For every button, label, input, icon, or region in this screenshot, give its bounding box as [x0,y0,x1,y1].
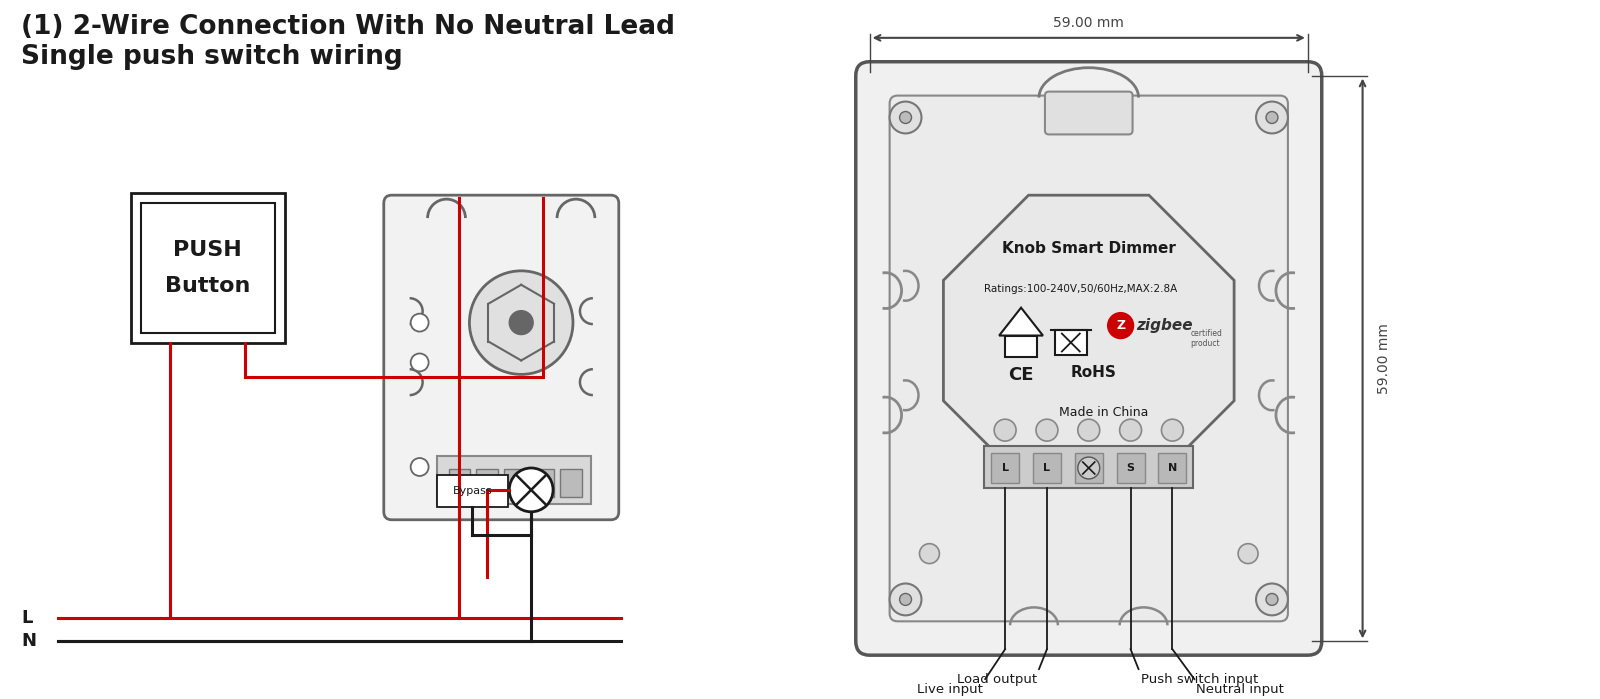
Text: Live input: Live input [917,683,984,696]
Circle shape [1078,457,1099,479]
Text: PUSH: PUSH [173,240,242,260]
Bar [437,475,509,507]
Circle shape [1035,419,1058,441]
Bar [990,453,1019,483]
Circle shape [469,271,573,375]
Bar [533,469,554,497]
Text: Knob Smart Dimmer: Knob Smart Dimmer [1002,241,1176,257]
Circle shape [920,544,939,563]
Circle shape [509,310,533,335]
Bar [141,203,275,333]
Circle shape [509,468,554,512]
Circle shape [994,419,1016,441]
Circle shape [411,314,429,331]
Text: certified
product: certified product [1190,329,1222,348]
Text: N: N [21,632,37,650]
Text: S: S [1126,463,1134,473]
FancyBboxPatch shape [890,96,1288,621]
Bar [1117,453,1144,483]
FancyBboxPatch shape [1045,92,1133,134]
Bar [504,469,526,497]
Bar [984,446,1194,488]
Circle shape [890,101,922,134]
Text: Made in China: Made in China [1059,405,1149,419]
Text: Button: Button [165,276,250,296]
Circle shape [1256,101,1288,134]
Bar [448,469,470,497]
Circle shape [411,458,429,476]
Text: 59.00 mm: 59.00 mm [1376,323,1390,394]
Bar [1005,336,1037,357]
Bar [1034,453,1061,483]
Text: 59.00 mm: 59.00 mm [1053,16,1125,30]
Text: CE: CE [1008,366,1034,384]
Circle shape [1266,593,1278,605]
Text: RoHS: RoHS [1070,365,1117,380]
Circle shape [1266,112,1278,124]
Text: Load output: Load output [957,673,1037,686]
Text: L: L [21,610,32,627]
Circle shape [411,354,429,371]
Text: Ratings:100-240V,50/60Hz,MAX:2.8A: Ratings:100-240V,50/60Hz,MAX:2.8A [984,284,1178,294]
Circle shape [890,584,922,615]
Text: (1) 2-Wire Connection With No Neutral Lead: (1) 2-Wire Connection With No Neutral Le… [21,14,675,40]
Text: Bypass: Bypass [453,486,493,496]
Text: L: L [1043,463,1051,473]
Bar [560,469,582,497]
Circle shape [1107,312,1133,338]
Text: Neutral input: Neutral input [1197,683,1285,696]
Circle shape [899,593,912,605]
Bar [1158,453,1186,483]
Text: Single push switch wiring: Single push switch wiring [21,44,403,70]
Bar [1075,453,1102,483]
Polygon shape [944,195,1234,486]
Circle shape [1238,544,1258,563]
Text: Z: Z [1117,319,1125,332]
Text: zigbee: zigbee [1136,318,1194,333]
FancyBboxPatch shape [384,195,619,520]
Bar [437,456,590,504]
FancyBboxPatch shape [856,62,1322,655]
Polygon shape [998,308,1043,336]
Circle shape [1256,584,1288,615]
Circle shape [1078,419,1099,441]
Bar [1054,330,1086,356]
Text: L: L [1002,463,1008,473]
Text: N: N [1168,463,1178,473]
Bar [477,469,498,497]
Circle shape [899,112,912,124]
Circle shape [1162,419,1184,441]
Text: Push switch input: Push switch input [1141,673,1258,686]
Circle shape [1120,419,1141,441]
Bar [131,193,285,343]
